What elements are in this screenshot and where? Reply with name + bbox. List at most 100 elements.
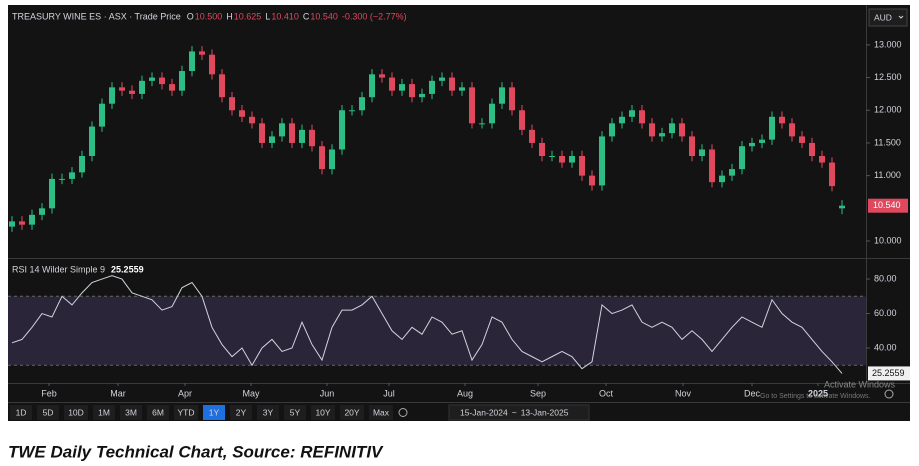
x-tick-label: Jul bbox=[383, 388, 395, 398]
x-tick-label: May bbox=[242, 388, 260, 398]
range-button[interactable]: YTD bbox=[174, 405, 198, 420]
date-from[interactable]: 15-Jan-2024 bbox=[460, 407, 508, 417]
candle-body bbox=[389, 77, 395, 91]
candle-body bbox=[139, 80, 145, 94]
range-button-bg[interactable] bbox=[10, 405, 32, 420]
range-button-bg[interactable] bbox=[257, 405, 279, 420]
candle-body bbox=[769, 116, 775, 140]
range-button[interactable]: 10D bbox=[64, 405, 88, 420]
candle-body bbox=[219, 74, 225, 98]
candle-body bbox=[569, 156, 575, 163]
legend-key: L bbox=[265, 11, 270, 21]
range-button[interactable]: 3M bbox=[120, 405, 142, 420]
x-tick-label: Oct bbox=[599, 388, 614, 398]
candle-body bbox=[609, 123, 615, 137]
candle-body bbox=[359, 97, 365, 111]
range-button-bg[interactable] bbox=[340, 405, 364, 420]
candle-body bbox=[419, 93, 425, 98]
last-price-tag bbox=[868, 198, 908, 213]
range-button[interactable]: 5Y bbox=[284, 405, 306, 420]
candle-body bbox=[449, 77, 455, 91]
rsi-tag-label: 25.2559 bbox=[872, 368, 905, 378]
range-button[interactable]: 1Y bbox=[203, 405, 225, 420]
range-button-bg[interactable] bbox=[284, 405, 306, 420]
range-button-label[interactable]: 6M bbox=[152, 407, 164, 417]
y-tick-label: 13.000 bbox=[874, 39, 902, 49]
range-button-bg[interactable] bbox=[64, 405, 88, 420]
range-button-label[interactable]: YTD bbox=[178, 407, 195, 417]
candle-body bbox=[189, 51, 195, 72]
candle-body bbox=[379, 74, 385, 78]
range-button-label[interactable]: 1Y bbox=[209, 407, 220, 417]
range-button-bg[interactable] bbox=[230, 405, 252, 420]
candle-body bbox=[589, 175, 595, 186]
candle-body bbox=[549, 156, 555, 158]
candle-body bbox=[679, 123, 685, 137]
candle-body bbox=[779, 116, 785, 124]
date-range-box[interactable] bbox=[448, 404, 590, 421]
date-range[interactable]: 15-Jan-2024 ~13-Jan-2025 bbox=[448, 404, 590, 421]
settings-button[interactable] bbox=[398, 408, 408, 417]
range-button[interactable]: 20Y bbox=[340, 405, 364, 420]
candle-body bbox=[699, 149, 705, 157]
candle-body bbox=[729, 169, 735, 176]
currency-dropdown[interactable]: AUD bbox=[868, 8, 908, 27]
x-tick-label: Mar bbox=[110, 388, 126, 398]
range-button-label[interactable]: 3Y bbox=[263, 407, 274, 417]
range-button-label[interactable]: 10Y bbox=[315, 407, 330, 417]
chevron[interactable] bbox=[898, 15, 904, 19]
range-button-label[interactable]: 1D bbox=[16, 407, 27, 417]
range-button[interactable]: 6M bbox=[147, 405, 169, 420]
currency[interactable]: AUD bbox=[874, 12, 892, 22]
date-sep[interactable]: ~ bbox=[512, 407, 517, 417]
range-button-label[interactable]: 1M bbox=[98, 407, 110, 417]
range-button-bg[interactable] bbox=[369, 405, 393, 420]
range-button[interactable]: 1D bbox=[10, 405, 32, 420]
date-to[interactable]: 13-Jan-2025 bbox=[521, 407, 569, 417]
range-button[interactable]: 3Y bbox=[257, 405, 279, 420]
range-button[interactable]: 2Y bbox=[230, 405, 252, 420]
y-tick-label: 80.00 bbox=[874, 273, 897, 283]
candle-body bbox=[759, 139, 765, 143]
candle-body bbox=[429, 80, 435, 94]
range-button-bg[interactable] bbox=[203, 405, 225, 420]
candle-body bbox=[229, 97, 235, 111]
range-button-label[interactable]: 10D bbox=[68, 407, 84, 417]
range-button-label[interactable]: 5Y bbox=[290, 407, 301, 417]
range-button-label[interactable]: Max bbox=[373, 407, 390, 417]
chart-settings[interactable] bbox=[884, 389, 894, 399]
range-button[interactable]: 1M bbox=[93, 405, 115, 420]
range-button-bg[interactable] bbox=[174, 405, 198, 420]
caption: TWE Daily Technical Chart, Source: REFIN… bbox=[8, 442, 384, 461]
range-button-bg[interactable] bbox=[93, 405, 115, 420]
candle-body bbox=[469, 87, 475, 124]
range-button-label[interactable]: 3M bbox=[125, 407, 137, 417]
range-button[interactable]: 5D bbox=[37, 405, 59, 420]
range-button-bg[interactable] bbox=[147, 405, 169, 420]
candle-body bbox=[39, 208, 45, 215]
watermark: Activate Windows bbox=[824, 379, 896, 389]
candle-body bbox=[399, 84, 405, 91]
x-tick-label: Apr bbox=[178, 388, 192, 398]
candle-body bbox=[9, 221, 15, 227]
candle-body bbox=[519, 110, 525, 130]
range-button-label[interactable]: 20Y bbox=[344, 407, 359, 417]
range-button-label[interactable]: 2Y bbox=[236, 407, 247, 417]
x-tick-label: 2025 bbox=[808, 388, 828, 398]
candle-body bbox=[309, 129, 315, 147]
range-button[interactable]: Max bbox=[369, 405, 393, 420]
y-tick-label: 11.500 bbox=[874, 137, 901, 147]
candle-body bbox=[69, 172, 75, 179]
rsi-tag bbox=[868, 366, 910, 381]
range-button-label[interactable]: 5D bbox=[43, 407, 54, 417]
candle-body bbox=[19, 221, 25, 225]
range-button-bg[interactable] bbox=[37, 405, 59, 420]
range-button[interactable]: 10Y bbox=[311, 405, 335, 420]
candle-body bbox=[199, 51, 205, 55]
candle-body bbox=[249, 116, 255, 124]
range-button-bg[interactable] bbox=[120, 405, 142, 420]
x-tick-label: Dec bbox=[744, 388, 761, 398]
dropdown-box[interactable] bbox=[868, 8, 908, 27]
range-button-bg[interactable] bbox=[311, 405, 335, 420]
candle-body bbox=[799, 136, 805, 143]
